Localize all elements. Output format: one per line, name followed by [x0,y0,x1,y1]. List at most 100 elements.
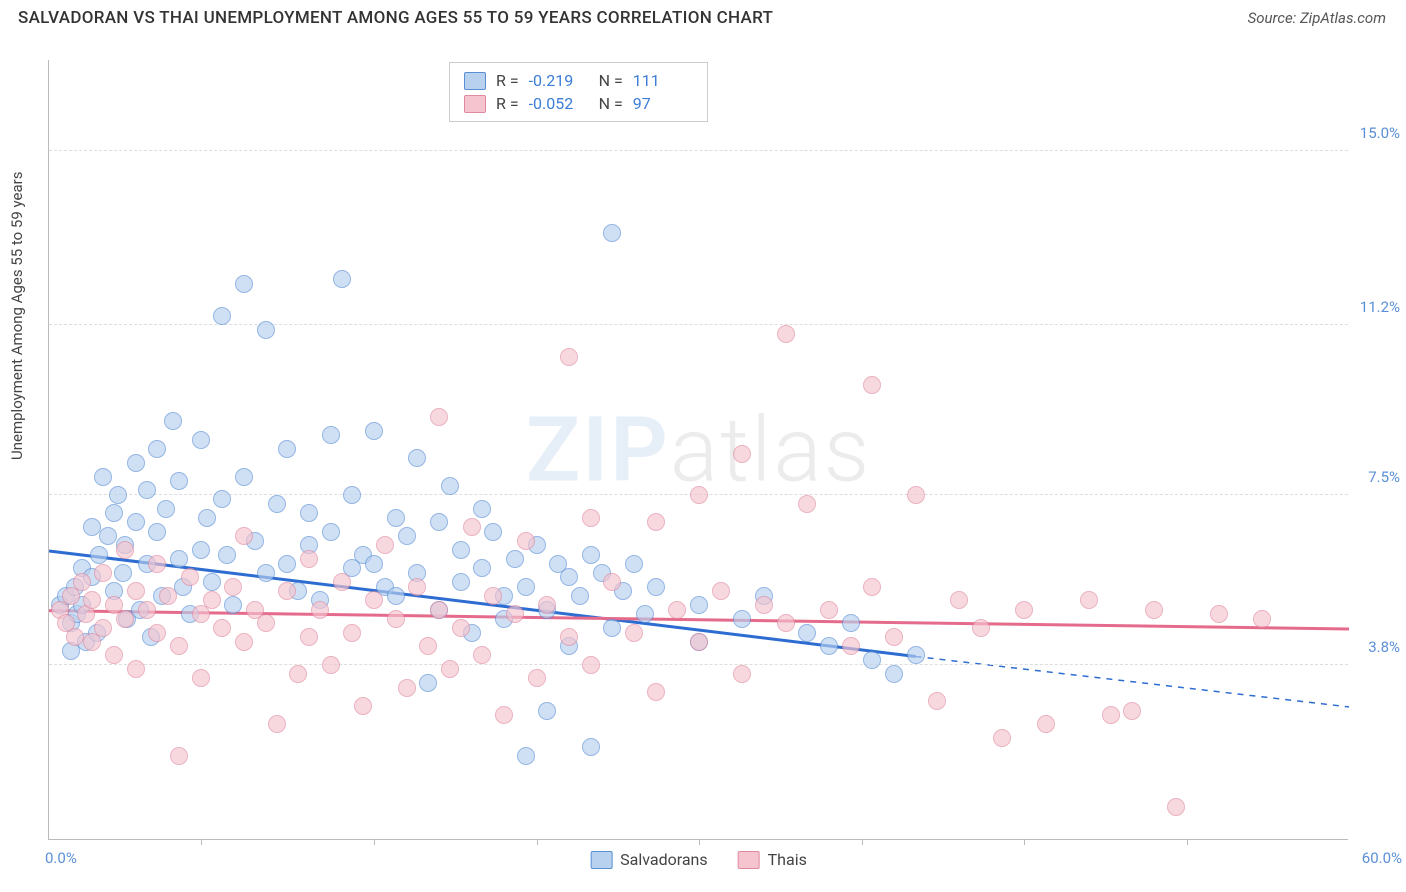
data-point [1080,591,1098,609]
data-point [506,605,524,623]
data-point [1015,601,1033,619]
legend-label: Salvadorans [620,850,707,869]
data-point [484,587,502,605]
data-point [90,546,108,564]
data-point [1210,605,1228,623]
data-point [733,610,751,628]
data-point [94,468,112,486]
data-point [83,591,101,609]
data-point [333,573,351,591]
data-point [148,555,166,573]
data-point [114,564,132,582]
data-point [625,624,643,642]
data-point [157,500,175,518]
x-tick [1187,839,1188,845]
swatch-icon [738,851,760,869]
data-point [668,601,686,619]
data-point [398,679,416,697]
data-point [376,536,394,554]
chart-title: SALVADORAN VS THAI UNEMPLOYMENT AMONG AG… [18,8,773,28]
n-value-salvadorans: 111 [633,71,693,90]
data-point [777,325,795,343]
legend-item-salvadorans: Salvadorans [590,850,707,869]
data-point [109,486,127,504]
data-point [224,596,242,614]
data-point [311,601,329,619]
data-point [218,546,236,564]
y-tick-label: 3.8% [1368,638,1400,656]
gridline [49,324,1348,325]
data-point [105,646,123,664]
r-value-salvadorans: -0.219 [529,71,589,90]
data-point [1167,798,1185,816]
data-point [452,573,470,591]
data-point [603,573,621,591]
data-point [907,486,925,504]
y-tick-label: 11.2% [1360,298,1400,316]
x-tick [699,839,700,845]
data-point [484,523,502,541]
data-point [365,422,383,440]
data-point [213,619,231,637]
gridline [49,150,1348,151]
data-point [441,477,459,495]
data-point [300,504,318,522]
legend-item-thais: Thais [738,850,807,869]
data-point [148,440,166,458]
data-point [164,412,182,430]
data-point [538,596,556,614]
data-point [1253,610,1271,628]
data-point [268,715,286,733]
data-point [863,578,881,596]
data-point [517,532,535,550]
data-point [170,472,188,490]
data-point [636,605,654,623]
data-point [1123,702,1141,720]
legend-row-thais: R = -0.052 N = 97 [464,92,693,115]
data-point [73,573,91,591]
data-point [441,660,459,678]
data-point [127,660,145,678]
data-point [105,504,123,522]
data-point [842,614,860,632]
data-point [300,628,318,646]
data-point [473,646,491,664]
data-point [571,587,589,605]
data-point [419,674,437,692]
data-point [885,665,903,683]
data-point [257,614,275,632]
data-point [798,495,816,513]
data-point [116,541,134,559]
data-point [452,619,470,637]
data-point [198,509,216,527]
data-point [322,426,340,444]
r-value-thais: -0.052 [529,94,589,113]
data-point [517,747,535,765]
data-point [278,555,296,573]
data-point [1102,706,1120,724]
data-point [690,486,708,504]
swatch-salvadorans [464,72,486,90]
data-point [235,527,253,545]
data-point [192,431,210,449]
data-point [365,591,383,609]
data-point [181,568,199,586]
data-point [300,550,318,568]
data-point [907,646,925,664]
data-point [257,564,275,582]
data-point [733,665,751,683]
data-point [712,582,730,600]
data-point [430,513,448,531]
data-point [203,591,221,609]
swatch-thais [464,95,486,113]
data-point [268,495,286,513]
r-label: R = [496,94,519,113]
data-point [127,513,145,531]
data-point [387,587,405,605]
source-label: Source: ZipAtlas.com [1248,9,1386,27]
data-point [343,624,361,642]
data-point [430,408,448,426]
y-tick-label: 7.5% [1368,468,1400,486]
data-point [235,468,253,486]
data-point [690,633,708,651]
